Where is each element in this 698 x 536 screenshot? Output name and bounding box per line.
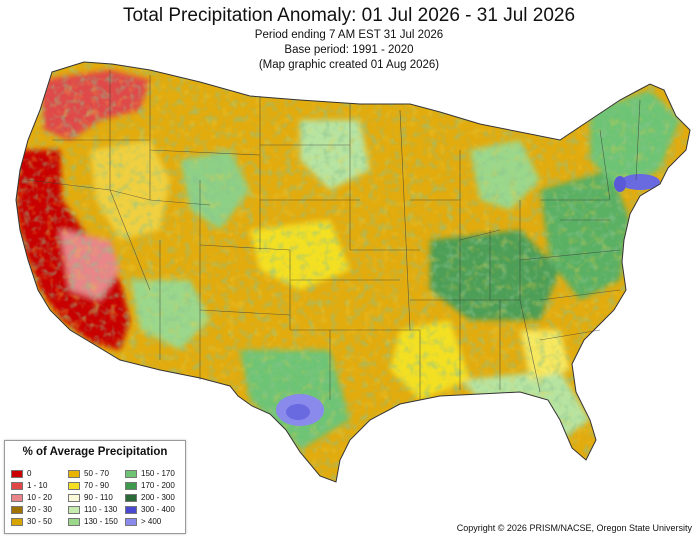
- legend-label: 130 - 150: [84, 517, 118, 526]
- legend-label: 300 - 400: [141, 505, 175, 514]
- legend-item: 300 - 400: [125, 504, 175, 515]
- legend-label: 200 - 300: [141, 493, 175, 502]
- legend-item: 200 - 300: [125, 492, 175, 503]
- legend-label: 20 - 30: [27, 505, 52, 514]
- legend-item: 30 - 50: [11, 516, 52, 527]
- legend-item: 10 - 20: [11, 492, 52, 503]
- legend-label: 70 - 90: [84, 481, 109, 490]
- legend-swatch: [125, 517, 137, 526]
- legend-swatch: [11, 493, 23, 502]
- country-outline: [15, 61, 691, 483]
- legend-label: 1 - 10: [27, 481, 48, 490]
- legend-item: 90 - 110: [68, 492, 113, 503]
- legend-swatch: [125, 493, 137, 502]
- legend-swatch: [11, 469, 23, 478]
- legend-label: 50 - 70: [84, 469, 109, 478]
- state-boundaries: [27, 70, 641, 400]
- legend-label: 110 - 130: [84, 505, 118, 514]
- legend-item: 0: [11, 468, 31, 479]
- legend-item: > 400: [125, 516, 161, 527]
- legend-swatch: [68, 493, 80, 502]
- legend-label: > 400: [141, 517, 162, 526]
- legend-item: 50 - 70: [68, 468, 109, 479]
- legend-item: 170 - 200: [125, 480, 175, 491]
- wet-spot-central-texas-core: [286, 404, 310, 420]
- period-ending: Period ending 7 AM EST 31 Jul 2026: [254, 29, 444, 41]
- legend-item: 150 - 170: [125, 468, 175, 479]
- legend-swatch: [125, 481, 137, 490]
- legend-label: 10 - 20: [27, 493, 52, 502]
- legend-swatch: [125, 469, 137, 478]
- legend-swatch: [68, 517, 80, 526]
- base-period: Base period: 1991 - 2020: [284, 44, 414, 56]
- legend-swatch: [68, 469, 80, 478]
- legend-swatch: [68, 481, 80, 490]
- title-block: Total Precipitation Anomaly: 01 Jul 2026…: [0, 4, 698, 73]
- map-title: Total Precipitation Anomaly: 01 Jul 2026…: [122, 5, 576, 26]
- legend-swatch: [68, 505, 80, 514]
- legend-item: 110 - 130: [68, 504, 117, 515]
- texture-amber: [16, 62, 690, 482]
- wet-spot-new-england: [614, 176, 626, 192]
- legend-label: 30 - 50: [27, 517, 52, 526]
- legend-label: 90 - 110: [84, 493, 113, 502]
- legend-item: 20 - 30: [11, 504, 52, 515]
- legend-label: 0: [27, 469, 32, 478]
- legend-swatch: [11, 505, 23, 514]
- wet-spot-northeast: [620, 174, 660, 190]
- copyright: Copyright © 2026 PRISM/NACSE, Oregon Sta…: [456, 523, 692, 533]
- legend-label: 170 - 200: [141, 481, 175, 490]
- legend-item: 70 - 90: [68, 480, 109, 491]
- legend-item: 1 - 10: [11, 480, 47, 491]
- legend: % of Average Precipitation 0 1 - 10 10 - 2…: [4, 440, 186, 534]
- legend-swatch: [11, 481, 23, 490]
- legend-item: 130 - 150: [68, 516, 118, 527]
- created-date: (Map graphic created 01 Aug 2026): [258, 59, 440, 71]
- legend-swatch: [11, 517, 23, 526]
- legend-label: 150 - 170: [141, 469, 175, 478]
- legend-swatch: [125, 505, 137, 514]
- legend-title: % of Average Precipitation: [22, 446, 168, 458]
